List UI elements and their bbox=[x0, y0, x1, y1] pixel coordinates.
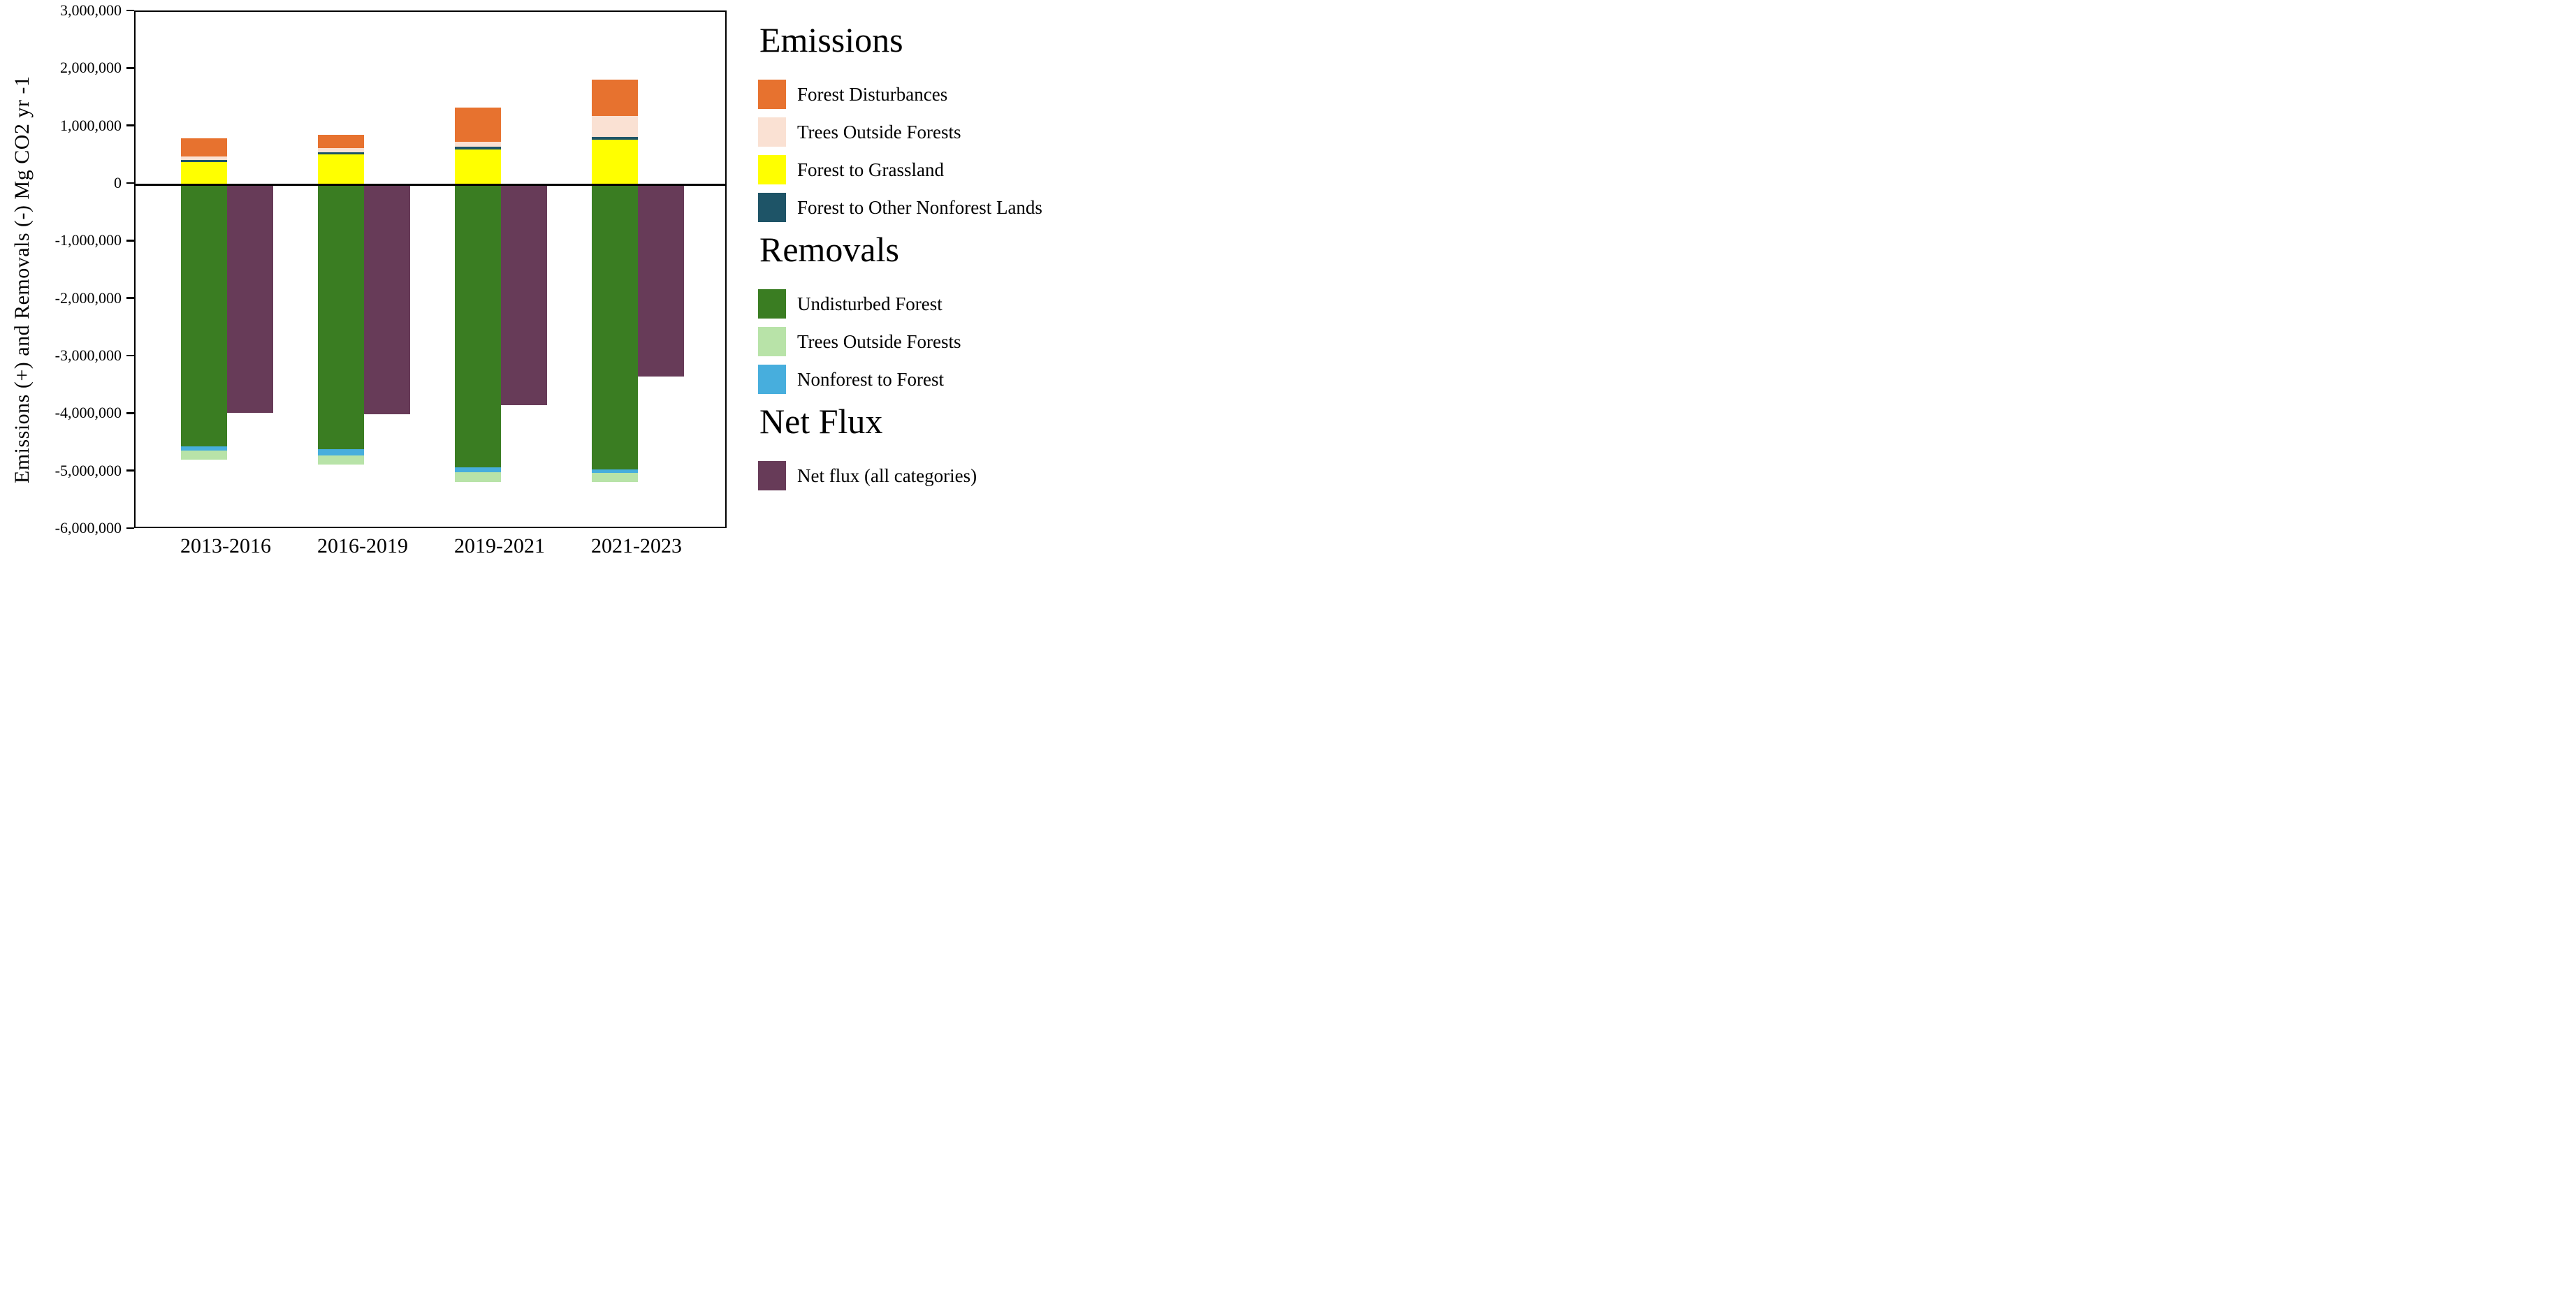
bar-segment-trees-outside-forests bbox=[181, 450, 227, 460]
bar-segment-net-flux-all-categories bbox=[501, 184, 547, 406]
legend-item-net-flux-all-categories: Net flux (all categories) bbox=[758, 461, 1093, 490]
y-tick-mark bbox=[126, 67, 134, 69]
legend-item-forest-to-other-nonforest-lands: Forest to Other Nonforest Lands bbox=[758, 193, 1093, 222]
legend-swatch-solid-icon bbox=[758, 461, 786, 490]
legend-swatch-solid-icon bbox=[758, 193, 786, 222]
legend: Emissions Forest Disturbances Trees Outsid… bbox=[758, 21, 1093, 499]
emissions-removals-bar-chart: Emissions (+) and Removals (-) Mg CO2 yr… bbox=[0, 0, 1096, 559]
y-tick-mark bbox=[126, 469, 134, 472]
legend-swatch-solid-icon bbox=[758, 289, 786, 319]
bar-segment-nonforest-to-forest bbox=[318, 448, 364, 455]
y-tick-mark bbox=[126, 527, 134, 530]
y-tick-mark bbox=[126, 297, 134, 299]
legend-swatch-dotted-icon bbox=[758, 327, 786, 356]
legend-item-trees-outside-forests: Trees Outside Forests bbox=[758, 327, 1093, 356]
y-tick-label: 0 bbox=[114, 174, 122, 191]
x-tick-label-2013-2016: 2013-2016 bbox=[180, 534, 271, 557]
bar-segment-forest-to-other-nonforest-lands bbox=[181, 159, 227, 163]
x-tick-label-2016-2019: 2016-2019 bbox=[317, 534, 408, 557]
y-tick-mark bbox=[126, 124, 134, 126]
bar-segment-forest-to-other-nonforest-lands bbox=[455, 146, 501, 149]
bar-segment-nonforest-to-forest bbox=[181, 446, 227, 451]
bar-segment-undisturbed-forest bbox=[181, 184, 227, 447]
bar-segment-forest-to-other-nonforest-lands bbox=[592, 136, 638, 140]
legend-section-title: Removals bbox=[759, 230, 899, 269]
bar-segment-trees-outside-forests bbox=[181, 156, 227, 160]
bar-segment-undisturbed-forest bbox=[318, 184, 364, 449]
bar-segment-trees-outside-forests bbox=[592, 116, 638, 137]
legend-item-nonforest-to-forest: Nonforest to Forest bbox=[758, 365, 1093, 394]
bar-segment-forest-disturbances bbox=[181, 138, 227, 156]
y-tick-label: -1,000,000 bbox=[54, 231, 122, 249]
bar-segment-net-flux-all-categories bbox=[364, 184, 410, 415]
bar-segment-net-flux-all-categories bbox=[638, 184, 684, 377]
y-tick-mark bbox=[126, 354, 134, 357]
y-tick-mark bbox=[126, 412, 134, 414]
y-tick-label: 2,000,000 bbox=[60, 59, 122, 77]
legend-section-title: Net Flux bbox=[759, 402, 883, 441]
bar-segment-forest-disturbances bbox=[592, 79, 638, 117]
zero-baseline bbox=[136, 183, 725, 186]
bar-segment-trees-outside-forests bbox=[455, 141, 501, 147]
legend-item-trees-outside-forests: Trees Outside Forests bbox=[758, 117, 1093, 147]
bar-segment-net-flux-all-categories bbox=[227, 184, 273, 414]
bar-segment-forest-to-other-nonforest-lands bbox=[318, 152, 364, 155]
legend-item-label: Net flux (all categories) bbox=[797, 465, 977, 486]
legend-item-label: Undisturbed Forest bbox=[797, 293, 943, 314]
legend-item-label: Forest Disturbances bbox=[797, 84, 948, 105]
y-tick-mark bbox=[126, 240, 134, 242]
y-tick-label: -4,000,000 bbox=[54, 404, 122, 422]
x-tick-label-2019-2021: 2019-2021 bbox=[454, 534, 545, 557]
legend-item-undisturbed-forest: Undisturbed Forest bbox=[758, 289, 1093, 319]
y-tick-label: -2,000,000 bbox=[54, 289, 122, 307]
legend-item-label: Forest to Grassland bbox=[797, 159, 944, 180]
y-tick-mark bbox=[126, 9, 134, 12]
bar-segment-trees-outside-forests bbox=[318, 147, 364, 152]
plot-area bbox=[134, 10, 727, 528]
bar-segment-trees-outside-forests bbox=[455, 472, 501, 482]
bar-segment-forest-disturbances bbox=[318, 134, 364, 148]
legend-section-title: Emissions bbox=[759, 20, 903, 59]
bar-segment-undisturbed-forest bbox=[592, 184, 638, 469]
legend-section-net-flux: Net Flux Net flux (all categories) bbox=[758, 402, 1093, 490]
legend-swatch-solid-icon bbox=[758, 80, 786, 109]
y-tick-label: 1,000,000 bbox=[60, 116, 122, 134]
legend-swatch-solid-icon bbox=[758, 155, 786, 184]
y-tick-label: -3,000,000 bbox=[54, 346, 122, 364]
bar-segment-trees-outside-forests bbox=[318, 455, 364, 465]
bar-segment-forest-to-grassland bbox=[181, 162, 227, 184]
x-tick-label-2021-2023: 2021-2023 bbox=[591, 534, 682, 557]
legend-swatch-solid-icon bbox=[758, 365, 786, 394]
legend-section-emissions: Emissions Forest Disturbances Trees Outsid… bbox=[758, 21, 1093, 222]
legend-item-label: Trees Outside Forests bbox=[797, 122, 961, 143]
legend-item-label: Nonforest to Forest bbox=[797, 369, 944, 390]
bar-segment-trees-outside-forests bbox=[592, 472, 638, 482]
legend-item-forest-disturbances: Forest Disturbances bbox=[758, 80, 1093, 109]
bar-segment-forest-to-grassland bbox=[318, 154, 364, 184]
bar-segment-forest-disturbances bbox=[455, 108, 501, 142]
legend-section-removals: Removals Undisturbed Forest Trees Outside … bbox=[758, 231, 1093, 394]
legend-item-label: Trees Outside Forests bbox=[797, 331, 961, 352]
y-tick-label: 3,000,000 bbox=[60, 1, 122, 19]
y-tick-mark bbox=[126, 182, 134, 184]
bar-segment-forest-to-grassland bbox=[455, 149, 501, 184]
legend-swatch-dotted-icon bbox=[758, 117, 786, 147]
bar-segment-nonforest-to-forest bbox=[592, 469, 638, 473]
bar-segment-nonforest-to-forest bbox=[455, 467, 501, 472]
y-tick-label: -6,000,000 bbox=[54, 519, 122, 536]
bar-segment-forest-to-grassland bbox=[592, 140, 638, 184]
legend-item-label: Forest to Other Nonforest Lands bbox=[797, 197, 1042, 218]
y-tick-label: -5,000,000 bbox=[54, 461, 122, 479]
legend-item-forest-to-grassland: Forest to Grassland bbox=[758, 155, 1093, 184]
bar-segment-undisturbed-forest bbox=[455, 184, 501, 468]
